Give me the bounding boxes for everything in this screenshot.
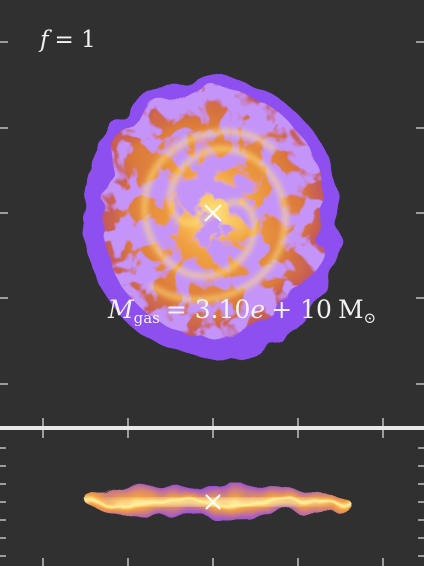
mass-label: Mgas = 3.10e + 10 M⊙ xyxy=(107,295,376,327)
label-part: f xyxy=(38,27,52,53)
label-part: e xyxy=(250,295,265,324)
edge-on-center-marker xyxy=(205,494,221,510)
panel-separator xyxy=(0,426,424,430)
face-on-ticks xyxy=(0,41,424,426)
label-part: = 1 xyxy=(55,27,96,53)
panel-label: f = 1 xyxy=(38,27,96,53)
label-part: = 3.10 xyxy=(166,295,251,324)
edge-on-ticks xyxy=(0,430,424,566)
label-part: gas xyxy=(134,309,160,327)
spiral-arms xyxy=(142,129,288,303)
label-part: M xyxy=(338,295,364,324)
center-marker xyxy=(204,204,222,222)
edge-on-core xyxy=(97,498,333,506)
label-part: + 10 xyxy=(271,295,332,324)
label-part: M xyxy=(107,295,135,324)
label-part: ⊙ xyxy=(364,309,377,327)
